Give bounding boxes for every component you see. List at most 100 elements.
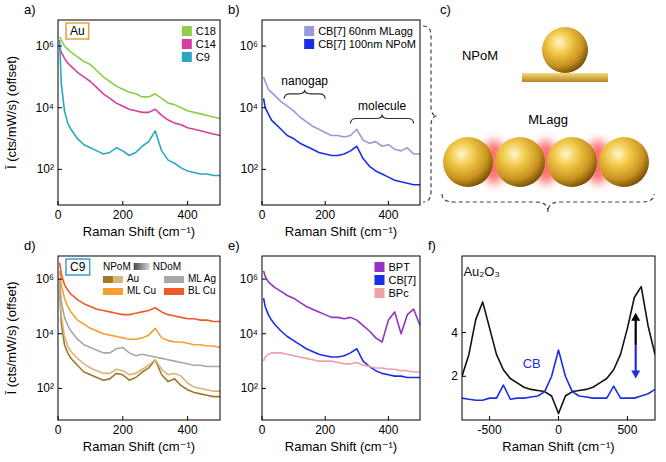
x-tick-label: 200 bbox=[315, 208, 335, 222]
legend-swatch bbox=[374, 275, 384, 285]
legend-swatch bbox=[182, 26, 192, 36]
y-tick-label: 10⁶ bbox=[240, 39, 258, 53]
y-tick-label: 10⁴ bbox=[35, 327, 54, 341]
legend-entry: Au bbox=[103, 273, 139, 284]
x-tick bbox=[262, 201, 263, 205]
figure: 0 200 400 10² 10⁴ 10⁶ Raman Shift (cm⁻¹) Ī (cts… bbox=[0, 0, 666, 462]
y-tick bbox=[262, 169, 266, 170]
legend-label: BPc bbox=[388, 287, 409, 299]
legend-label: C9 bbox=[196, 51, 210, 63]
legend-swatch bbox=[304, 39, 314, 49]
plot-area bbox=[60, 263, 220, 397]
x-tick-label: 400 bbox=[178, 208, 198, 222]
x-tick bbox=[58, 201, 59, 205]
x-tick bbox=[489, 416, 490, 420]
y-tick bbox=[262, 333, 266, 334]
y-tick bbox=[262, 279, 266, 280]
series-line bbox=[60, 40, 220, 176]
legend-entry: C9 bbox=[182, 51, 210, 63]
x-tick bbox=[262, 416, 263, 420]
gold-film bbox=[522, 73, 608, 82]
annotation: molecule bbox=[358, 99, 406, 113]
plot-frame bbox=[462, 256, 655, 420]
x-tick bbox=[627, 416, 628, 420]
diagram-label: MLagg bbox=[528, 112, 568, 127]
y-axis-title: Ī (cts/mW/s) (offset) bbox=[4, 56, 19, 169]
legend-label: Au bbox=[127, 273, 139, 284]
series-line bbox=[60, 279, 220, 366]
legend-label: C18 bbox=[196, 25, 216, 37]
y-tick bbox=[58, 333, 62, 334]
x-axis-title: Raman Shift (cm⁻¹) bbox=[83, 224, 195, 239]
diagram: c)NPoMMLagg bbox=[423, 2, 654, 212]
y-tick bbox=[262, 388, 266, 389]
y-tick bbox=[462, 376, 466, 377]
legend-label: BL Cu bbox=[188, 285, 215, 296]
y-tick bbox=[462, 332, 466, 333]
series-line bbox=[264, 298, 420, 377]
x-tick bbox=[325, 416, 326, 420]
plot-frame bbox=[58, 256, 220, 420]
panel-label: a) bbox=[24, 2, 36, 17]
arrow-head bbox=[631, 370, 640, 378]
y-tick bbox=[58, 46, 62, 47]
dashed-brace bbox=[423, 26, 437, 202]
y-tick bbox=[58, 388, 62, 389]
panel-label: d) bbox=[24, 238, 36, 253]
legend-swatch bbox=[374, 288, 384, 298]
y-tick-label: 10⁶ bbox=[36, 272, 54, 286]
legend: NPoMNDoMAuML AgML CuBL Cu bbox=[103, 261, 216, 296]
series-label: CB bbox=[523, 356, 541, 371]
legend-entry: CB[7] 100nm NPoM bbox=[304, 38, 416, 50]
legend-swatch bbox=[103, 288, 123, 295]
x-tick-label: 200 bbox=[315, 423, 335, 437]
title-box bbox=[66, 259, 90, 275]
legend-label: C14 bbox=[196, 38, 216, 50]
legend-title-swatch bbox=[134, 263, 150, 270]
x-tick-label: 0 bbox=[55, 423, 62, 437]
legend-swatch bbox=[182, 52, 192, 62]
x-tick-label: 200 bbox=[113, 208, 133, 222]
y-tick-label: 10⁴ bbox=[239, 327, 258, 341]
series-line bbox=[462, 350, 655, 400]
y-tick-label: 10⁴ bbox=[239, 101, 258, 115]
plot-frame bbox=[262, 20, 420, 205]
x-tick bbox=[325, 201, 326, 205]
legend-entry: CB[7] 60nm MLagg bbox=[304, 25, 413, 37]
annotation-bracket bbox=[350, 115, 413, 124]
panel-label: b) bbox=[228, 2, 240, 17]
legend-entry: ML Ag bbox=[164, 273, 216, 284]
x-tick bbox=[388, 416, 389, 420]
plot-frame bbox=[262, 256, 420, 420]
arrow-head bbox=[631, 313, 640, 321]
nanoparticle bbox=[599, 137, 649, 187]
panel-label: e) bbox=[228, 238, 240, 253]
panel-label: f) bbox=[428, 238, 436, 253]
series-label: Au₂O₃ bbox=[463, 264, 499, 279]
x-tick-label: 400 bbox=[378, 423, 398, 437]
y-tick-label: 10² bbox=[37, 162, 54, 176]
y-tick bbox=[58, 279, 62, 280]
dashed-brace bbox=[442, 194, 654, 212]
y-tick bbox=[262, 107, 266, 108]
series-line bbox=[264, 271, 420, 342]
x-tick-label: 0 bbox=[555, 423, 562, 437]
x-tick bbox=[388, 201, 389, 205]
nanoparticle bbox=[495, 137, 545, 187]
x-tick bbox=[187, 201, 188, 205]
legend-entry: CB[7] bbox=[374, 274, 416, 286]
legend-entry: C18 bbox=[182, 25, 216, 37]
legend-entry: BPT bbox=[374, 261, 410, 273]
plot-area bbox=[264, 77, 420, 185]
diagram-label: NPoM bbox=[462, 48, 498, 63]
x-axis-title: Raman Shift (cm⁻¹) bbox=[285, 224, 397, 239]
y-tick-label: 4 bbox=[451, 326, 458, 340]
legend-swatch bbox=[374, 262, 384, 272]
x-tick bbox=[122, 201, 123, 205]
x-tick-label: -500 bbox=[478, 423, 502, 437]
legend-swatch bbox=[113, 276, 123, 283]
legend-entry: C14 bbox=[182, 38, 216, 50]
series-line bbox=[60, 48, 220, 136]
x-tick-label: 400 bbox=[178, 423, 198, 437]
legend-label: CB[7] 60nm MLagg bbox=[318, 25, 413, 37]
